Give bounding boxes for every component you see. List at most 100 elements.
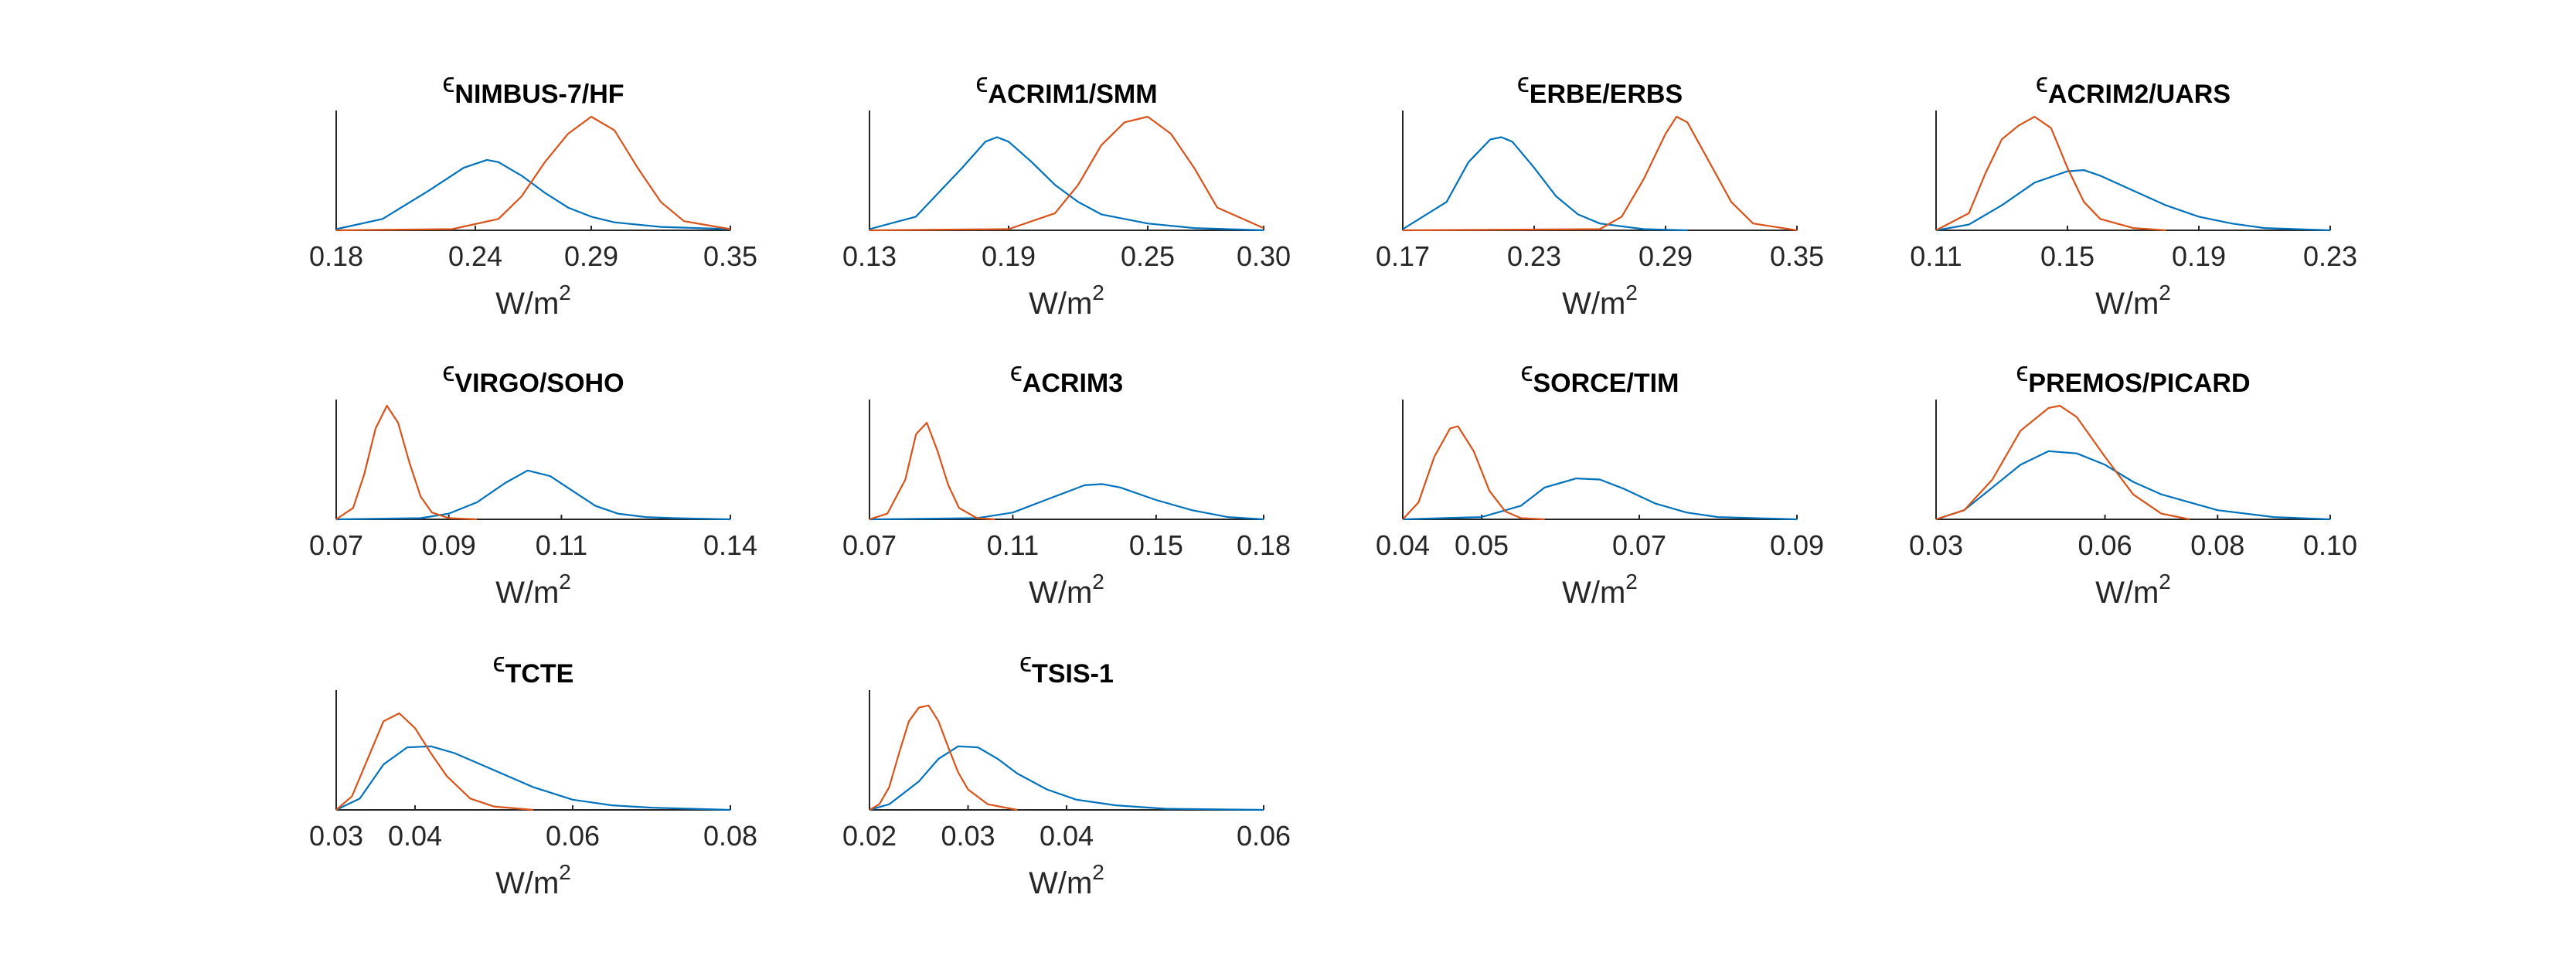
series-orange-line: [1402, 425, 1545, 521]
panel-tcte: ϵTCTE 0.03 0.04 0.06 0.08 W/m2: [309, 646, 757, 900]
series-blue-line: [869, 136, 1264, 232]
x-tick-label: 0.14: [703, 529, 757, 561]
series-blue-line: [1402, 136, 1688, 232]
x-tick-label: 0.24: [448, 240, 502, 272]
x-axis-label: W/m2: [495, 281, 571, 321]
title-subscript: PREMOS/PICARD: [2028, 369, 2250, 398]
series-orange-line: [1935, 404, 2190, 521]
x-axis-label: W/m2: [495, 570, 571, 610]
title-subscript: TSIS-1: [1032, 659, 1114, 689]
x-axis-label-base: W/m: [2095, 287, 2159, 321]
panel-title: ϵVIRGO/SOHO: [442, 355, 624, 398]
title-symbol: ϵ: [2016, 355, 2028, 387]
series-blue-line: [335, 469, 731, 521]
x-tick-label: 0.09: [1770, 529, 1824, 561]
panel-title: ϵNIMBUS-7/HF: [442, 66, 624, 109]
x-tick-label: 0.15: [2040, 240, 2094, 272]
panel-title: ϵACRIM3: [1010, 355, 1123, 398]
x-axis-label-base: W/m: [495, 287, 559, 321]
x-tick-label: 0.03: [1909, 529, 1963, 561]
x-tick-label: 0.18: [309, 240, 363, 272]
series-blue-line: [869, 745, 1264, 811]
x-tick-label: 0.04: [388, 820, 442, 852]
x-axis-label: W/m2: [1029, 860, 1104, 900]
x-axis-label-base: W/m: [2095, 576, 2159, 610]
panel-title: ϵSORCE/TIM: [1521, 355, 1679, 398]
x-axis-label: W/m2: [1029, 570, 1104, 610]
panel-title: ϵPREMOS/PICARD: [2016, 355, 2250, 398]
x-tick-label: 0.19: [2172, 240, 2226, 272]
x-axis-label-sup: 2: [559, 860, 571, 884]
x-tick-label: 0.23: [2303, 240, 2357, 272]
x-tick-label: 0.10: [2303, 529, 2357, 561]
x-tick-label: 0.06: [2078, 529, 2132, 561]
x-tick-label: 0.29: [1638, 240, 1693, 272]
x-tick-label: 0.25: [1121, 240, 1175, 272]
x-axis-label: W/m2: [2095, 570, 2171, 610]
series-blue-line: [1402, 477, 1798, 521]
x-axis-label-sup: 2: [1625, 570, 1638, 594]
x-axis-label-base: W/m: [495, 576, 559, 610]
title-subscript: TCTE: [505, 659, 574, 689]
title-symbol: ϵ: [975, 66, 988, 98]
panel-tsis-1: ϵTSIS-1 0.02 0.03 0.04 0.06 W/m2: [842, 646, 1291, 900]
series-orange-line: [335, 712, 534, 811]
panel-nimbus-7-hf: ϵNIMBUS-7/HF 0.18 0.24 0.29 0.35 W/m2: [309, 66, 757, 321]
x-tick-label: 0.35: [1770, 240, 1824, 272]
x-tick-label: 0.03: [309, 820, 363, 852]
x-axis-label: W/m2: [2095, 281, 2171, 321]
panel-virgo-soho: ϵVIRGO/SOHO 0.07 0.09 0.11 0.14 W/m2: [309, 355, 757, 610]
series-blue-line: [1935, 169, 2331, 232]
series-orange-line: [1402, 115, 1798, 232]
x-axis-label-base: W/m: [1029, 866, 1092, 900]
x-tick-label: 0.04: [1040, 820, 1094, 852]
title-symbol: ϵ: [1010, 355, 1023, 387]
series-orange-line: [335, 115, 731, 232]
x-tick-label: 0.29: [564, 240, 618, 272]
series-blue-line: [335, 745, 731, 811]
x-tick-label: 0.07: [842, 529, 897, 561]
x-axis-label-sup: 2: [559, 281, 571, 304]
x-tick-label: 0.11: [536, 529, 587, 561]
series-orange-line: [335, 404, 478, 521]
x-axis-label-sup: 2: [1092, 860, 1104, 884]
x-axis-label-base: W/m: [1029, 287, 1092, 321]
x-axis-label-base: W/m: [1562, 576, 1625, 610]
x-axis-label-base: W/m: [1562, 287, 1625, 321]
x-tick-label: 0.17: [1376, 240, 1430, 272]
x-tick-label: 0.05: [1455, 529, 1509, 561]
title-subscript: ERBE/ERBS: [1530, 80, 1683, 109]
x-axis-label-sup: 2: [2159, 570, 2171, 594]
title-subscript: VIRGO/SOHO: [454, 369, 624, 398]
x-axis-label-sup: 2: [1092, 281, 1104, 304]
x-tick-label: 0.35: [703, 240, 757, 272]
panel-title: ϵERBE/ERBS: [1517, 66, 1683, 109]
x-tick-label: 0.18: [1237, 529, 1291, 561]
x-tick-label: 0.06: [1237, 820, 1291, 852]
series-blue-line: [869, 483, 1264, 521]
title-symbol: ϵ: [442, 355, 454, 387]
title-symbol: ϵ: [1019, 646, 1032, 678]
x-tick-label: 0.03: [941, 820, 995, 852]
title-subscript: ACRIM3: [1023, 369, 1123, 398]
title-symbol: ϵ: [1521, 355, 1533, 387]
x-tick-label: 0.04: [1376, 529, 1430, 561]
x-axis-label-base: W/m: [1029, 576, 1092, 610]
title-symbol: ϵ: [493, 646, 505, 678]
x-tick-label: 0.06: [546, 820, 600, 852]
x-tick-label: 0.02: [842, 820, 897, 852]
x-tick-label: 0.09: [422, 529, 476, 561]
panel-acrim1-smm: ϵACRIM1/SMM 0.13 0.19 0.25 0.30 W/m2: [842, 66, 1291, 321]
x-axis-label: W/m2: [1029, 281, 1104, 321]
title-subscript: ACRIM1/SMM: [988, 80, 1157, 109]
x-axis-label: W/m2: [495, 860, 571, 900]
title-symbol: ϵ: [1517, 66, 1530, 98]
x-tick-label: 0.07: [1612, 529, 1666, 561]
panel-title: ϵACRIM2/UARS: [2036, 66, 2231, 109]
panel-acrim2-uars: ϵACRIM2/UARS 0.11 0.15 0.19 0.23 W/m2: [1910, 66, 2357, 321]
title-subscript: SORCE/TIM: [1533, 369, 1679, 398]
x-tick-label: 0.13: [842, 240, 897, 272]
panel-premos-picard: ϵPREMOS/PICARD 0.03 0.06 0.08 0.10 W/m2: [1909, 355, 2357, 610]
panel-acrim3: ϵACRIM3 0.07 0.11 0.15 0.18 W/m2: [842, 355, 1291, 610]
title-subscript: NIMBUS-7/HF: [454, 80, 624, 109]
